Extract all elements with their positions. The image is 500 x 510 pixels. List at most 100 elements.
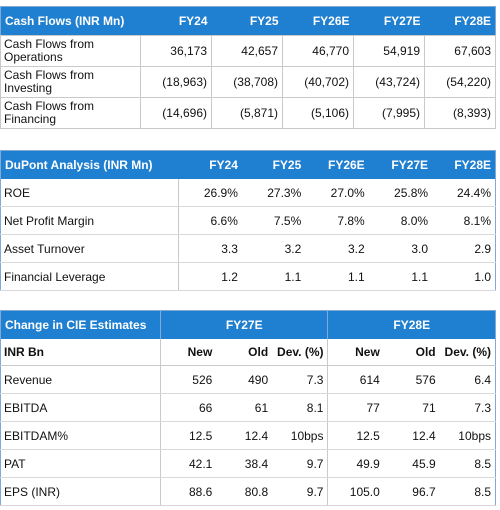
table-row: Cash Flows from Financing (14,696) (5,87…: [0, 97, 496, 129]
table-cell: 526: [160, 365, 217, 394]
table-cell: 1.1: [305, 262, 369, 291]
table-cell: 27.3%: [241, 179, 306, 207]
table-cell: 10bps: [439, 421, 496, 450]
table-cell: 10bps: [272, 421, 328, 450]
column-header: FY24: [140, 6, 212, 36]
table-cell: 1.1: [368, 262, 433, 291]
table-row: Financial Leverage 1.2 1.1 1.1 1.1 1.0: [0, 262, 496, 291]
column-header: Old: [216, 339, 273, 366]
table-cell: 9.7: [272, 477, 328, 506]
column-header: New: [327, 339, 384, 366]
dupont-header-row: DuPont Analysis (INR Mn) FY24 FY25 FY26E…: [0, 150, 496, 179]
table-row: Asset Turnover 3.3 3.2 3.2 3.0 2.9: [0, 234, 496, 263]
table-cell: 490: [216, 365, 273, 394]
table-cell: 42.1: [160, 449, 217, 478]
table-cell: 105.0: [327, 477, 384, 506]
row-label: Revenue: [0, 365, 161, 394]
table-cell: 1.2: [177, 262, 242, 291]
table-cell: 614: [327, 365, 384, 394]
table-cell: 1.1: [241, 262, 306, 291]
column-header: FY25: [211, 6, 283, 36]
table-cell: 1.0: [432, 262, 496, 291]
cash-flows-title: Cash Flows (INR Mn): [0, 6, 141, 36]
table-cell: 8.5: [439, 477, 496, 506]
column-header: New: [160, 339, 217, 366]
column-header: FY26E: [305, 150, 369, 179]
cash-flows-table: Cash Flows (INR Mn) FY24 FY25 FY26E FY27…: [0, 6, 496, 129]
table-cell: (18,963): [140, 66, 212, 98]
table-cell: 12.5: [327, 421, 384, 450]
column-header: Dev. (%): [272, 339, 328, 366]
table-cell: 36,173: [140, 35, 212, 67]
cash-flows-header-row: Cash Flows (INR Mn) FY24 FY25 FY26E FY27…: [0, 6, 496, 36]
estimates-table: Change in CIE Estimates FY27E FY28E INR …: [0, 310, 496, 506]
table-cell: (7,995): [353, 97, 425, 129]
column-header: FY27E: [368, 150, 433, 179]
table-cell: 12.5: [160, 421, 217, 450]
row-label: PAT: [0, 449, 161, 478]
table-row: EPS (INR) 88.6 80.8 9.7 105.0 96.7 8.5: [0, 477, 496, 506]
row-label: Financial Leverage: [0, 262, 179, 291]
table-cell: 26.9%: [177, 179, 242, 207]
table-cell: 27.0%: [305, 179, 369, 207]
row-label: Cash Flows from Operations: [0, 35, 141, 67]
table-cell: 3.3: [177, 234, 242, 263]
dupont-table: DuPont Analysis (INR Mn) FY24 FY25 FY26E…: [0, 150, 496, 291]
column-header: FY28E: [424, 6, 496, 36]
table-cell: 7.5%: [241, 206, 306, 235]
table-cell: 6.4: [439, 365, 496, 394]
table-cell: 6.6%: [177, 206, 242, 235]
table-row: Revenue 526 490 7.3 614 576 6.4: [0, 365, 496, 394]
column-header: FY28E: [432, 150, 496, 179]
column-header: FY25: [241, 150, 306, 179]
table-row: Net Profit Margin 6.6% 7.5% 7.8% 8.0% 8.…: [0, 206, 496, 235]
table-cell: 42,657: [211, 35, 283, 67]
row-label: Asset Turnover: [0, 234, 179, 263]
table-cell: 7.3: [439, 393, 496, 422]
table-cell: (14,696): [140, 97, 212, 129]
group-header: FY28E: [327, 310, 496, 339]
table-cell: 7.8%: [305, 206, 369, 235]
table-cell: 7.3: [272, 365, 328, 394]
table-cell: 77: [327, 393, 384, 422]
table-cell: (5,106): [282, 97, 354, 129]
table-cell: 96.7: [383, 477, 440, 506]
table-cell: 45.9: [383, 449, 440, 478]
row-label: ROE: [0, 179, 179, 207]
table-row: ROE 26.9% 27.3% 27.0% 25.8% 24.4%: [0, 179, 496, 207]
column-header: FY26E: [282, 6, 354, 36]
table-row: Cash Flows from Operations 36,173 42,657…: [0, 35, 496, 67]
table-cell: 61: [216, 393, 273, 422]
estimates-header-row: Change in CIE Estimates FY27E FY28E: [0, 310, 496, 339]
table-cell: (5,871): [211, 97, 283, 129]
table-row: EBITDAM% 12.5 12.4 10bps 12.5 12.4 10bps: [0, 421, 496, 450]
table-cell: 71: [383, 393, 440, 422]
table-cell: 8.1: [272, 393, 328, 422]
table-cell: (43,724): [353, 66, 425, 98]
table-cell: 3.2: [305, 234, 369, 263]
table-cell: 46,770: [282, 35, 354, 67]
table-cell: (54,220): [424, 66, 496, 98]
table-cell: 49.9: [327, 449, 384, 478]
table-row: EBITDA 66 61 8.1 77 71 7.3: [0, 393, 496, 422]
table-cell: 88.6: [160, 477, 217, 506]
table-cell: 9.7: [272, 449, 328, 478]
row-label: EPS (INR): [0, 477, 161, 506]
table-cell: 24.4%: [432, 179, 496, 207]
estimates-title: Change in CIE Estimates: [0, 310, 161, 339]
unit-label: INR Bn: [0, 339, 161, 366]
column-header: Dev. (%): [439, 339, 496, 366]
column-header: FY24: [178, 150, 242, 179]
estimates-subheader-row: INR Bn New Old Dev. (%) New Old Dev. (%): [0, 339, 496, 366]
table-cell: (40,702): [282, 66, 354, 98]
table-cell: (8,393): [424, 97, 496, 129]
table-cell: 3.0: [368, 234, 433, 263]
table-cell: 54,919: [353, 35, 425, 67]
table-cell: 8.1%: [432, 206, 496, 235]
row-label: Cash Flows from Investing: [0, 66, 141, 98]
row-label: Cash Flows from Financing: [0, 97, 141, 129]
row-label: Net Profit Margin: [0, 206, 179, 235]
row-label: EBITDAM%: [0, 421, 161, 450]
table-cell: 12.4: [383, 421, 440, 450]
table-cell: (38,708): [211, 66, 283, 98]
